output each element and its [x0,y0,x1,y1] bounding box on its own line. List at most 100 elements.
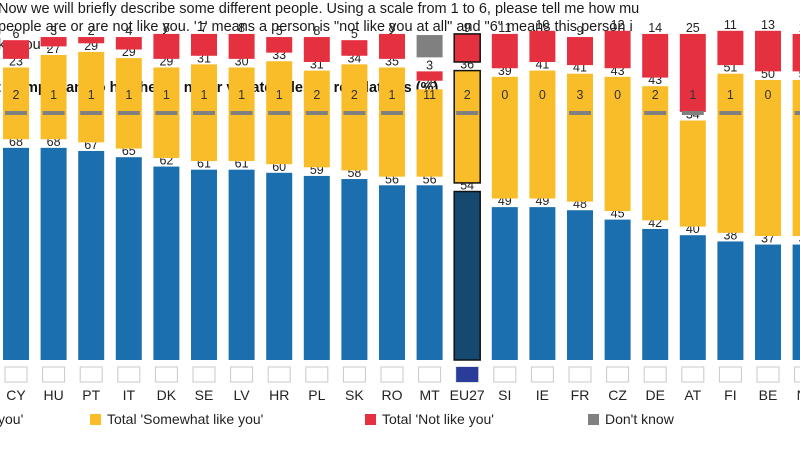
flag-icon [154,366,178,383]
flag-icon [230,366,254,383]
flag-icon [117,366,141,383]
bar-like [642,228,669,360]
legend-item-not-like: Total 'Not like you' [365,411,494,427]
category-label: PT [82,387,100,403]
bar-not-like [679,33,706,112]
bar-not-like [755,30,781,72]
bar-like [341,179,368,360]
bar-not-like [453,33,481,63]
label-not-like: 13 [761,18,775,32]
bar-dont-know [230,111,253,115]
label-dont-know: 1 [201,88,208,102]
bar-dont-know [305,111,328,115]
label-not-like: 5 [276,24,283,38]
label-dont-know: 1 [125,88,132,102]
intro-line: people are or are not like you. '1' mean… [0,19,633,35]
bar-somewhat [3,67,29,140]
label-dont-know: 0 [765,88,772,102]
bar-not-like [228,33,255,59]
label-dont-know: 1 [163,88,170,102]
flag-icon [493,366,517,383]
bar-like [453,190,481,361]
bar-dont-know [155,111,178,115]
bar-not-like [604,30,631,69]
bar-somewhat [717,73,744,233]
label-like: 37 [799,232,800,246]
label-dont-know: 2 [313,88,320,102]
bar-not-like [491,33,518,69]
bar-somewhat [792,79,800,236]
bar-not-like [191,33,217,56]
bar-dont-know [343,111,366,115]
legend-item-like: you' [0,411,23,427]
category-label: RO [382,387,403,403]
category-label: AT [684,387,701,403]
legend-label-dont-know: Don't know [605,411,674,427]
category-label: SE [195,387,214,403]
category-label: NL [797,387,800,403]
label-not-like: 8 [313,24,320,38]
bar-dont-know [5,111,27,115]
bar-not-like [717,30,744,66]
label-dont-know: 1 [50,88,57,102]
bar-somewhat [78,51,105,143]
bar-dont-know [268,111,291,115]
label-dont-know: 1 [727,88,734,102]
bar-like [755,244,781,360]
flag-icon [794,366,800,383]
label-dont-know: 2 [464,88,471,102]
category-label: DE [645,387,664,403]
flag-icon [79,366,103,383]
bar-somewhat [567,73,593,202]
legend-item-somewhat: Total 'Somewhat like you' [90,411,263,427]
bar-like [303,175,330,360]
label-not-like: 12 [611,18,625,32]
bar-dont-know [719,111,742,115]
bar-like [191,169,217,360]
category-label: MT [419,387,440,403]
bar-dont-know [569,111,591,115]
category-label: FR [571,387,590,403]
label-not-like: 3 [50,24,57,38]
bar-somewhat [529,70,556,199]
label-not-like: 4 [125,24,132,38]
flag-icon [530,366,554,383]
bar-dont-know [381,111,403,115]
bar-like [115,157,142,360]
bar-dont-know [456,111,479,115]
bar-like [228,169,255,360]
label-not-like: 8 [389,21,396,35]
label-somewhat: 50 [799,67,800,81]
flag-icon [568,366,592,383]
bar-dont-know [117,111,140,115]
bar-not-like [642,33,669,78]
category-label: CY [6,387,26,403]
category-label: SK [345,387,364,403]
legend-swatch-somewhat [90,413,101,425]
label-dont-know: 0 [614,88,621,102]
bar-dont-know [681,111,704,115]
bar-like [153,166,180,360]
bar-somewhat [642,86,669,221]
bar-dont-know [80,111,103,115]
label-not-like: 6 [13,27,20,41]
flag-icon [643,366,667,383]
legend-label-not-like: Total 'Not like you' [382,411,494,427]
bar-somewhat [115,58,142,149]
bar-like [379,185,405,360]
category-label: HR [269,387,289,403]
flag-icon [718,366,742,383]
bar-not-like [379,33,405,59]
bar-somewhat [40,55,67,140]
bar-not-like [115,37,142,50]
label-not-like: 11 [498,21,511,35]
category-label: PL [308,387,325,403]
bar-dont-know [193,111,215,115]
label-dont-know: 1 [238,88,245,102]
label-not-like: 25 [686,21,700,35]
bar-not-like [40,37,67,47]
category-label: SI [498,387,511,403]
bar-like [567,210,593,360]
label-not-like: 12 [799,21,800,35]
flag-icon [342,366,366,383]
